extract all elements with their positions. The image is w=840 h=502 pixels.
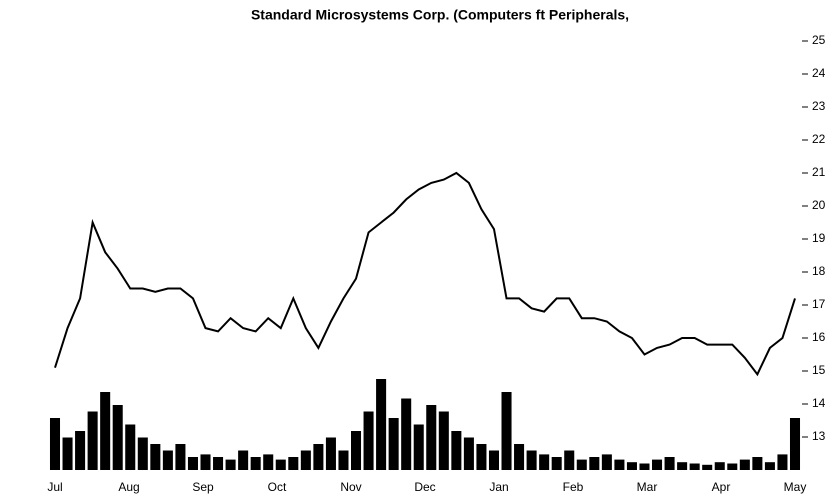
volume-bar [100, 392, 111, 470]
x-tick-label: Mar [637, 480, 658, 494]
volume-bar [739, 459, 750, 470]
x-tick-label: Dec [414, 480, 435, 494]
volume-bar [689, 463, 700, 470]
volume-bar [777, 454, 788, 470]
volume-bar [539, 454, 550, 470]
y-tick-label: 20 [812, 198, 826, 212]
volume-bar [325, 437, 336, 470]
y-tick-label: 17 [812, 297, 826, 311]
y-tick-label: 22 [812, 132, 826, 146]
volume-bar [752, 457, 763, 470]
volume-bar [187, 457, 198, 470]
volume-bar [200, 454, 211, 470]
volume-bar [363, 411, 374, 470]
volume-bar [488, 450, 499, 470]
volume-bar [664, 457, 675, 470]
price-line [54, 171, 796, 377]
volume-bar [62, 437, 73, 470]
volume-bar [639, 463, 650, 470]
volume-bar [238, 450, 249, 470]
volume-bar [652, 459, 663, 470]
volume-bar [727, 463, 738, 470]
volume-bar [589, 457, 600, 470]
volume-bar [376, 379, 387, 470]
volume-bar [87, 411, 98, 470]
x-tick-label: May [784, 480, 807, 494]
y-tick-label: 18 [812, 264, 826, 278]
volume-bar [162, 450, 173, 470]
volume-bar [426, 405, 437, 470]
y-tick-label: 16 [812, 330, 826, 344]
volume-bar [225, 459, 236, 470]
volume-bar [626, 462, 637, 470]
volume-bar [49, 418, 61, 470]
volume-bar [288, 457, 299, 470]
volume-bar [75, 431, 86, 470]
y-tick-label: 15 [812, 363, 826, 377]
volume-bar [614, 459, 625, 470]
volume-bar [514, 444, 525, 470]
volume-bar [501, 392, 512, 470]
x-tick-label: Jul [47, 480, 62, 494]
y-tick-label: 21 [812, 165, 826, 179]
volume-bar [125, 424, 136, 470]
volume-bar [250, 457, 261, 470]
volume-bar [764, 462, 775, 470]
volume-bar [564, 450, 575, 470]
x-tick-label: Jan [489, 480, 508, 494]
volume-bar [677, 462, 688, 470]
volume-bar [300, 450, 311, 470]
volume-bar [112, 405, 123, 470]
volume-bar [551, 457, 562, 470]
volume-bar [137, 437, 148, 470]
volume-bar [213, 457, 224, 470]
volume-bar [388, 418, 399, 470]
volume-bar [714, 462, 725, 470]
volume-bar [313, 444, 324, 470]
volume-bar [789, 418, 801, 470]
y-tick-label: 25 [812, 33, 826, 47]
x-tick-label: Oct [268, 480, 287, 494]
y-tick-label: 13 [812, 429, 826, 443]
volume-bar [263, 454, 274, 470]
y-tick-label: 24 [812, 66, 826, 80]
volume-bar [413, 424, 424, 470]
volume-bar [175, 444, 186, 470]
volume-bar [451, 431, 462, 470]
volume-bar [702, 464, 713, 470]
volume-bar [275, 459, 286, 470]
volume-bar [351, 431, 362, 470]
chart-title: Standard Microsystems Corp. (Computers f… [251, 7, 629, 23]
volume-bar [476, 444, 487, 470]
x-tick-label: Feb [563, 480, 584, 494]
y-tick-label: 23 [812, 99, 826, 113]
x-tick-label: Aug [118, 480, 139, 494]
x-tick-label: Sep [192, 480, 214, 494]
volume-bar [150, 444, 161, 470]
x-tick-label: Apr [712, 480, 731, 494]
volume-bar [526, 450, 537, 470]
volume-bar [338, 450, 349, 470]
volume-bar [576, 459, 587, 470]
y-tick-label: 19 [812, 231, 826, 245]
x-tick-label: Nov [340, 480, 361, 494]
volume-bar [438, 411, 449, 470]
volume-bar [601, 454, 612, 470]
y-tick-label: 14 [812, 396, 826, 410]
volume-bar [463, 437, 474, 470]
volume-bar [401, 398, 412, 470]
